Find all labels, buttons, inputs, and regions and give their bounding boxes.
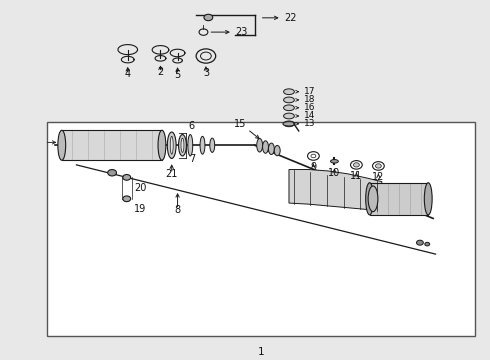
Ellipse shape xyxy=(200,136,205,154)
Text: 12: 12 xyxy=(372,172,385,182)
Text: 23: 23 xyxy=(235,27,247,37)
Text: 4: 4 xyxy=(124,69,131,80)
Text: 8: 8 xyxy=(174,205,181,215)
Ellipse shape xyxy=(58,130,66,160)
Ellipse shape xyxy=(366,183,373,215)
Text: 14: 14 xyxy=(304,112,315,121)
Ellipse shape xyxy=(188,135,193,156)
Text: 7: 7 xyxy=(189,154,195,165)
Ellipse shape xyxy=(284,97,294,103)
Ellipse shape xyxy=(375,164,381,168)
Ellipse shape xyxy=(108,170,117,176)
Ellipse shape xyxy=(425,242,430,246)
Text: 11: 11 xyxy=(350,171,363,181)
Text: 13: 13 xyxy=(304,119,315,128)
Ellipse shape xyxy=(170,136,173,154)
Text: 3: 3 xyxy=(203,68,209,78)
Text: 18: 18 xyxy=(304,95,315,104)
Ellipse shape xyxy=(123,175,131,180)
Ellipse shape xyxy=(178,135,186,156)
Ellipse shape xyxy=(368,186,378,212)
Text: 19: 19 xyxy=(134,204,147,214)
Ellipse shape xyxy=(353,163,359,167)
Ellipse shape xyxy=(269,143,274,154)
Text: 20: 20 xyxy=(134,183,147,193)
Text: 22: 22 xyxy=(284,13,296,23)
Bar xyxy=(369,183,428,215)
Bar xyxy=(62,130,162,160)
Bar xyxy=(47,122,475,336)
Ellipse shape xyxy=(257,139,263,152)
Ellipse shape xyxy=(181,138,184,152)
Text: 17: 17 xyxy=(304,87,315,96)
Polygon shape xyxy=(289,170,382,211)
Ellipse shape xyxy=(331,159,338,163)
Ellipse shape xyxy=(284,89,294,95)
Ellipse shape xyxy=(284,113,294,119)
Ellipse shape xyxy=(274,145,280,156)
Ellipse shape xyxy=(284,105,294,111)
Ellipse shape xyxy=(284,121,294,127)
Text: 6: 6 xyxy=(189,121,195,131)
Ellipse shape xyxy=(416,240,423,245)
Text: 2: 2 xyxy=(157,67,164,77)
Text: 21: 21 xyxy=(166,169,178,179)
Text: 15: 15 xyxy=(234,119,246,129)
Ellipse shape xyxy=(424,183,432,215)
Ellipse shape xyxy=(158,130,166,160)
Ellipse shape xyxy=(167,132,176,158)
Ellipse shape xyxy=(204,14,213,21)
Text: 16: 16 xyxy=(304,103,315,112)
Text: 1: 1 xyxy=(258,347,264,357)
Text: 5: 5 xyxy=(174,70,181,80)
Ellipse shape xyxy=(283,122,295,126)
Ellipse shape xyxy=(210,138,215,152)
Ellipse shape xyxy=(263,141,269,153)
Ellipse shape xyxy=(123,196,131,202)
Text: 9: 9 xyxy=(310,162,317,172)
Text: 10: 10 xyxy=(328,168,341,177)
